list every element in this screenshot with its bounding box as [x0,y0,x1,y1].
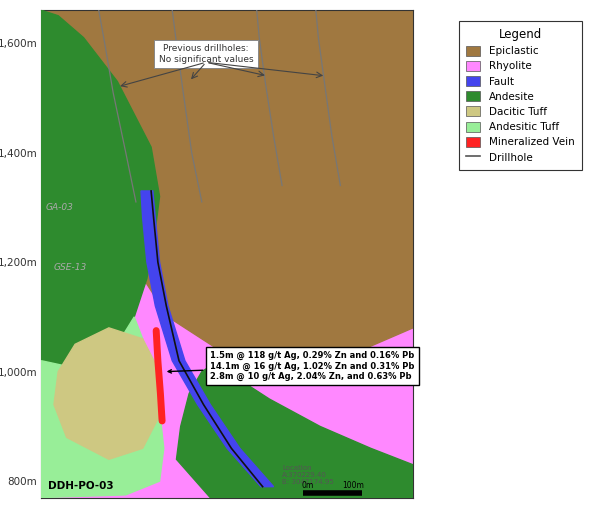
Text: GA-03: GA-03 [45,203,73,212]
Polygon shape [141,191,274,487]
Text: Previous drillholes:
No significant values: Previous drillholes: No significant valu… [159,44,253,64]
Text: DDH-PO-03: DDH-PO-03 [48,481,114,491]
Legend: Epiclastic, Rhyolite, Fault, Andesite, Dacitic Tuff, Andesitic Tuff, Mineralized: Epiclastic, Rhyolite, Fault, Andesite, D… [458,21,582,170]
Polygon shape [41,10,413,498]
Text: 1.5m @ 118 g/t Ag, 0.29% Zn and 0.16% Pb
14.1m @ 16 g/t Ag, 1.02% Zn and 0.31% P: 1.5m @ 118 g/t Ag, 0.29% Zn and 0.16% Pb… [168,351,415,381]
Polygon shape [41,10,159,366]
Polygon shape [41,317,164,498]
Text: 0m: 0m [301,481,314,490]
Text: Location
A:370229.40
B: 3047174.95: Location A:370229.40 B: 3047174.95 [282,465,334,485]
Polygon shape [41,10,413,361]
Text: GSE-13: GSE-13 [53,263,86,272]
Polygon shape [176,361,413,498]
Polygon shape [54,328,159,459]
Text: 100m: 100m [342,481,364,490]
